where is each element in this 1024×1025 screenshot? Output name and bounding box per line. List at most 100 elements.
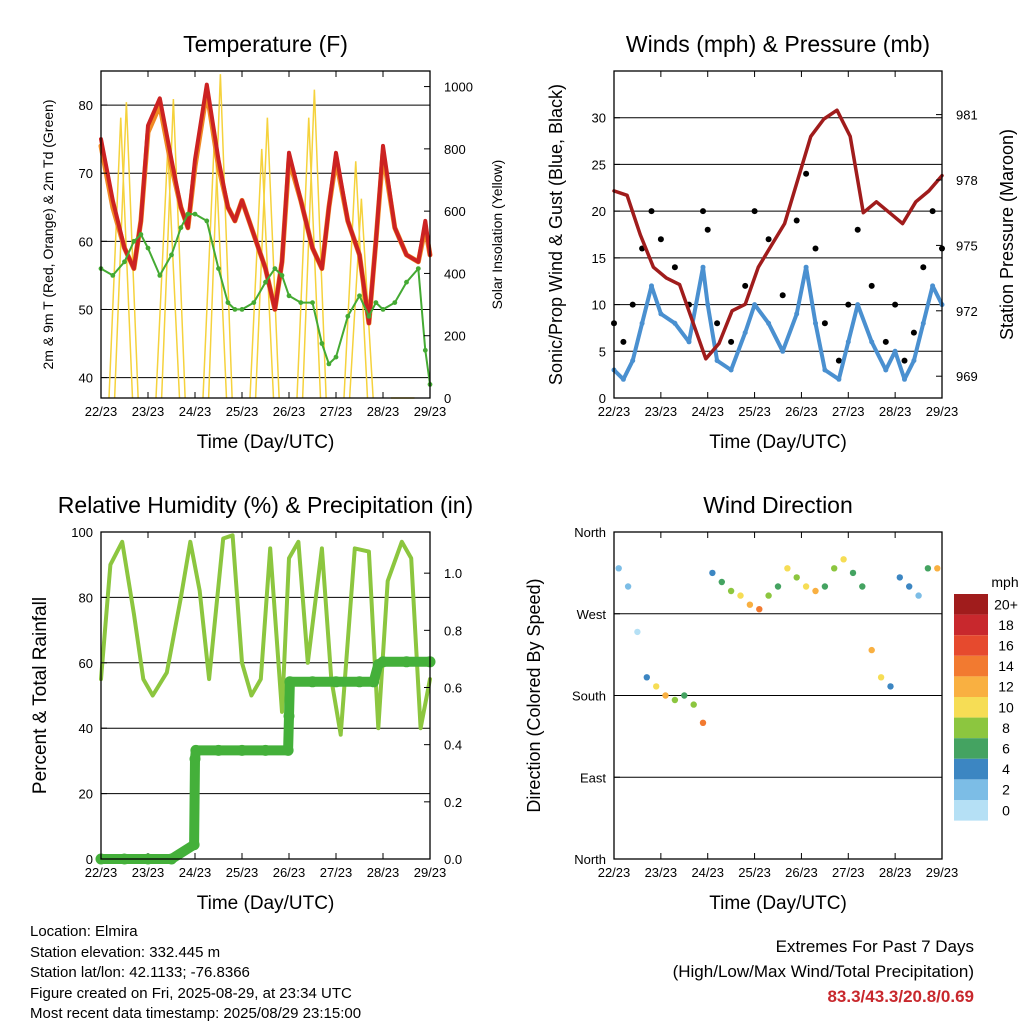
gust-point — [845, 301, 852, 308]
colorbar-swatch — [954, 614, 988, 636]
panel1-y2tick-label: 0 — [444, 391, 451, 406]
panel2-ytick-label: 0 — [599, 391, 606, 406]
panel2-xtick-label: 26/23 — [785, 404, 818, 419]
panel4-xtick-label: 24/23 — [691, 865, 724, 880]
gust-point — [793, 217, 800, 224]
direction-point — [643, 674, 650, 681]
solar-insolation-line — [207, 74, 233, 399]
direction-point — [906, 583, 913, 590]
dewpoint-point — [404, 279, 409, 285]
colorbar-label: 6 — [1002, 741, 1010, 757]
panel3-title: Relative Humidity (%) & Precipitation (i… — [58, 492, 473, 518]
wind-point — [639, 320, 645, 326]
direction-point — [709, 569, 716, 577]
panel4-xtick-label: 26/23 — [785, 865, 818, 880]
panel1-title: Temperature (F) — [183, 31, 348, 57]
wind-point — [780, 348, 786, 354]
panel4-xtick-label: 23/23 — [645, 865, 678, 880]
panel4-ytick-label: South — [572, 689, 606, 704]
panel4-ytick-label: East — [580, 770, 606, 785]
panel1-xtick-label: 25/23 — [226, 404, 259, 419]
gust-point — [700, 208, 706, 215]
direction-point — [774, 583, 782, 590]
panel2-border — [613, 70, 943, 399]
panel1-xtick-label: 28/23 — [367, 404, 400, 419]
elevation-text: Station elevation: 332.445 m — [30, 943, 221, 961]
precip-point — [330, 676, 342, 688]
panel4-ytick-label: West — [577, 607, 607, 622]
direction-point — [784, 565, 791, 572]
dewpoint-point — [298, 300, 304, 305]
wind-point — [803, 264, 809, 270]
panel3-xtick-label: 26/23 — [273, 865, 306, 880]
gust-point — [803, 170, 810, 177]
solar-insolation-line — [113, 102, 139, 399]
dewpoint-point — [357, 293, 362, 299]
direction-point — [877, 674, 885, 681]
dewpoint-point — [310, 300, 315, 305]
dewpoint-point — [333, 354, 339, 360]
panel4-title: Wind Direction — [703, 492, 853, 518]
direction-point — [727, 587, 735, 595]
dewpoint-point — [204, 218, 210, 224]
direction-point — [812, 587, 819, 595]
dewpoint-point — [392, 300, 398, 305]
direction-point — [671, 696, 679, 704]
dewpoint-point — [225, 300, 231, 305]
gust-point — [892, 301, 899, 308]
solar-insolation-line — [202, 130, 228, 399]
panel2-xtick-label: 29/23 — [926, 404, 959, 419]
wind-point — [766, 320, 772, 326]
direction-point — [915, 592, 922, 599]
gust-point — [854, 226, 861, 233]
panel3-y2tick-label: 0.4 — [444, 738, 462, 753]
gust-point — [648, 208, 655, 215]
temp-2m-line — [99, 82, 432, 326]
dewpoint-point — [192, 211, 198, 217]
colorbar-swatch — [954, 758, 988, 780]
direction-point — [681, 692, 688, 699]
precip-point — [236, 744, 248, 756]
wind-point — [836, 376, 842, 382]
panel2-ylabel: Sonic/Prop Wind & Gust (Blue, Black) — [546, 84, 566, 385]
gust-point — [671, 264, 678, 271]
direction-point — [831, 565, 838, 572]
panel2-ytick-label: 5 — [599, 344, 606, 359]
dewpoint-point — [131, 238, 137, 244]
colorbar-label: 16 — [998, 638, 1014, 654]
panel4-xlabel: Time (Day/UTC) — [709, 893, 847, 914]
gust-point — [704, 226, 711, 233]
panel2-y2tick-label: 969 — [956, 369, 978, 384]
gust-point — [629, 301, 636, 308]
direction-point — [634, 628, 641, 636]
gust-point — [714, 320, 721, 327]
panel1-ylabel: 2m & 9m T (Red, Orange) & 2m Td (Green) — [40, 100, 56, 370]
panel3-xtick-label: 23/23 — [132, 865, 165, 880]
wind-point — [883, 367, 889, 373]
panel1-xlabel: Time (Day/UTC) — [197, 432, 335, 453]
dewpoint-point — [232, 307, 238, 312]
panel3-ytick-label: 40 — [79, 721, 93, 736]
dewpoint-point — [380, 307, 386, 312]
panel1-ytick-label: 60 — [79, 234, 93, 249]
panel3-xtick-label: 27/23 — [320, 865, 353, 880]
panel2-xtick-label: 28/23 — [879, 404, 912, 419]
panel3-ylabel: Percent & Total Rainfall — [30, 597, 51, 794]
precip-point — [213, 744, 224, 756]
panel3-xtick-label: 24/23 — [179, 865, 212, 880]
pressure-line — [612, 108, 944, 361]
solar-insolation-line — [348, 198, 374, 399]
solar-insolation-line — [301, 89, 327, 399]
panel1-y2tick-label: 1000 — [444, 80, 473, 95]
dewpoint-point — [251, 300, 257, 305]
panel1-xtick-label: 24/23 — [179, 404, 212, 419]
gust-point — [751, 208, 758, 215]
colorbar-title: mph — [991, 574, 1018, 590]
wind-point — [649, 283, 654, 289]
direction-point — [868, 646, 875, 654]
direction-point — [718, 578, 725, 586]
panel3-ytick-label: 20 — [79, 787, 93, 802]
direction-point — [821, 583, 829, 590]
wind-point — [892, 348, 898, 354]
